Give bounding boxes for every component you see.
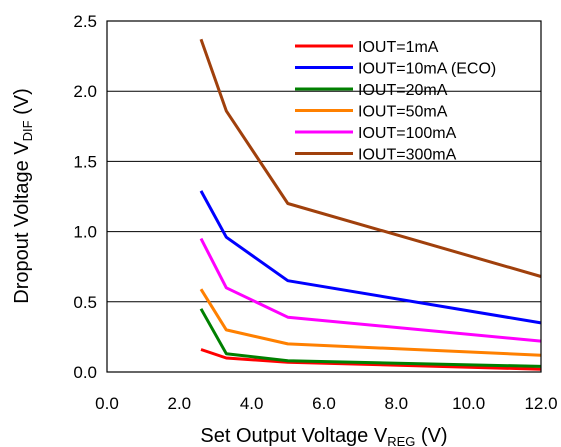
legend-entry: IOUT=50mA xyxy=(295,104,448,121)
x-tick-labels: 0.0 2.0 4.0 6.0 8.0 10.0 12.0 xyxy=(95,394,557,413)
series-line-iout-10ma-eco- xyxy=(199,190,542,325)
y-tick-label: 1.5 xyxy=(73,152,97,171)
y-tick-label: 0.5 xyxy=(73,293,97,312)
x-tick-label: 8.0 xyxy=(385,394,409,413)
series-line-iout-100ma xyxy=(199,237,542,343)
legend-label: IOUT=50mA xyxy=(358,104,448,121)
y-axis-title: Dropout Voltage VDIF (V) xyxy=(11,88,35,304)
legend-label: IOUT=10mA (ECO) xyxy=(358,61,496,78)
plot-series xyxy=(199,38,542,371)
x-tick-label: 0.0 xyxy=(95,394,119,413)
legend-entry: IOUT=300mA xyxy=(295,147,457,164)
plot-area-frame xyxy=(106,20,542,373)
series-line-iout-300ma xyxy=(199,38,542,278)
y-tick-labels: 0.0 0.5 1.0 1.5 2.0 2.5 xyxy=(73,12,97,382)
legend-entry: IOUT=100mA xyxy=(295,125,457,142)
series-line-iout-50ma xyxy=(199,288,542,357)
y-tick-label: 2.5 xyxy=(73,12,97,31)
x-tick-label: 6.0 xyxy=(312,394,336,413)
legend-label: IOUT=100mA xyxy=(358,125,457,142)
y-tick-label: 0.0 xyxy=(73,363,97,382)
legend-label: IOUT=300mA xyxy=(358,147,457,164)
legend-entry: IOUT=20mA xyxy=(295,82,448,99)
series-line-iout-20ma xyxy=(199,308,542,368)
legend-label: IOUT=1mA xyxy=(358,39,439,56)
series-line-iout-1ma xyxy=(200,348,542,371)
x-axis-title: Set Output Voltage VREG (V) xyxy=(200,425,447,447)
y-tick-label: 1.0 xyxy=(73,223,97,242)
legend-entry: IOUT=10mA (ECO) xyxy=(295,61,496,78)
x-tick-label: 12.0 xyxy=(524,394,557,413)
legend: IOUT=1mA IOUT=10mA (ECO) IOUT=20mA IOUT=50m… xyxy=(295,39,496,164)
x-tick-label: 4.0 xyxy=(240,394,264,413)
legend-entry: IOUT=1mA xyxy=(295,39,439,56)
y-tick-label: 2.0 xyxy=(73,82,97,101)
x-tick-label: 2.0 xyxy=(168,394,192,413)
legend-label: IOUT=20mA xyxy=(358,82,448,99)
x-tick-label: 10.0 xyxy=(452,394,485,413)
